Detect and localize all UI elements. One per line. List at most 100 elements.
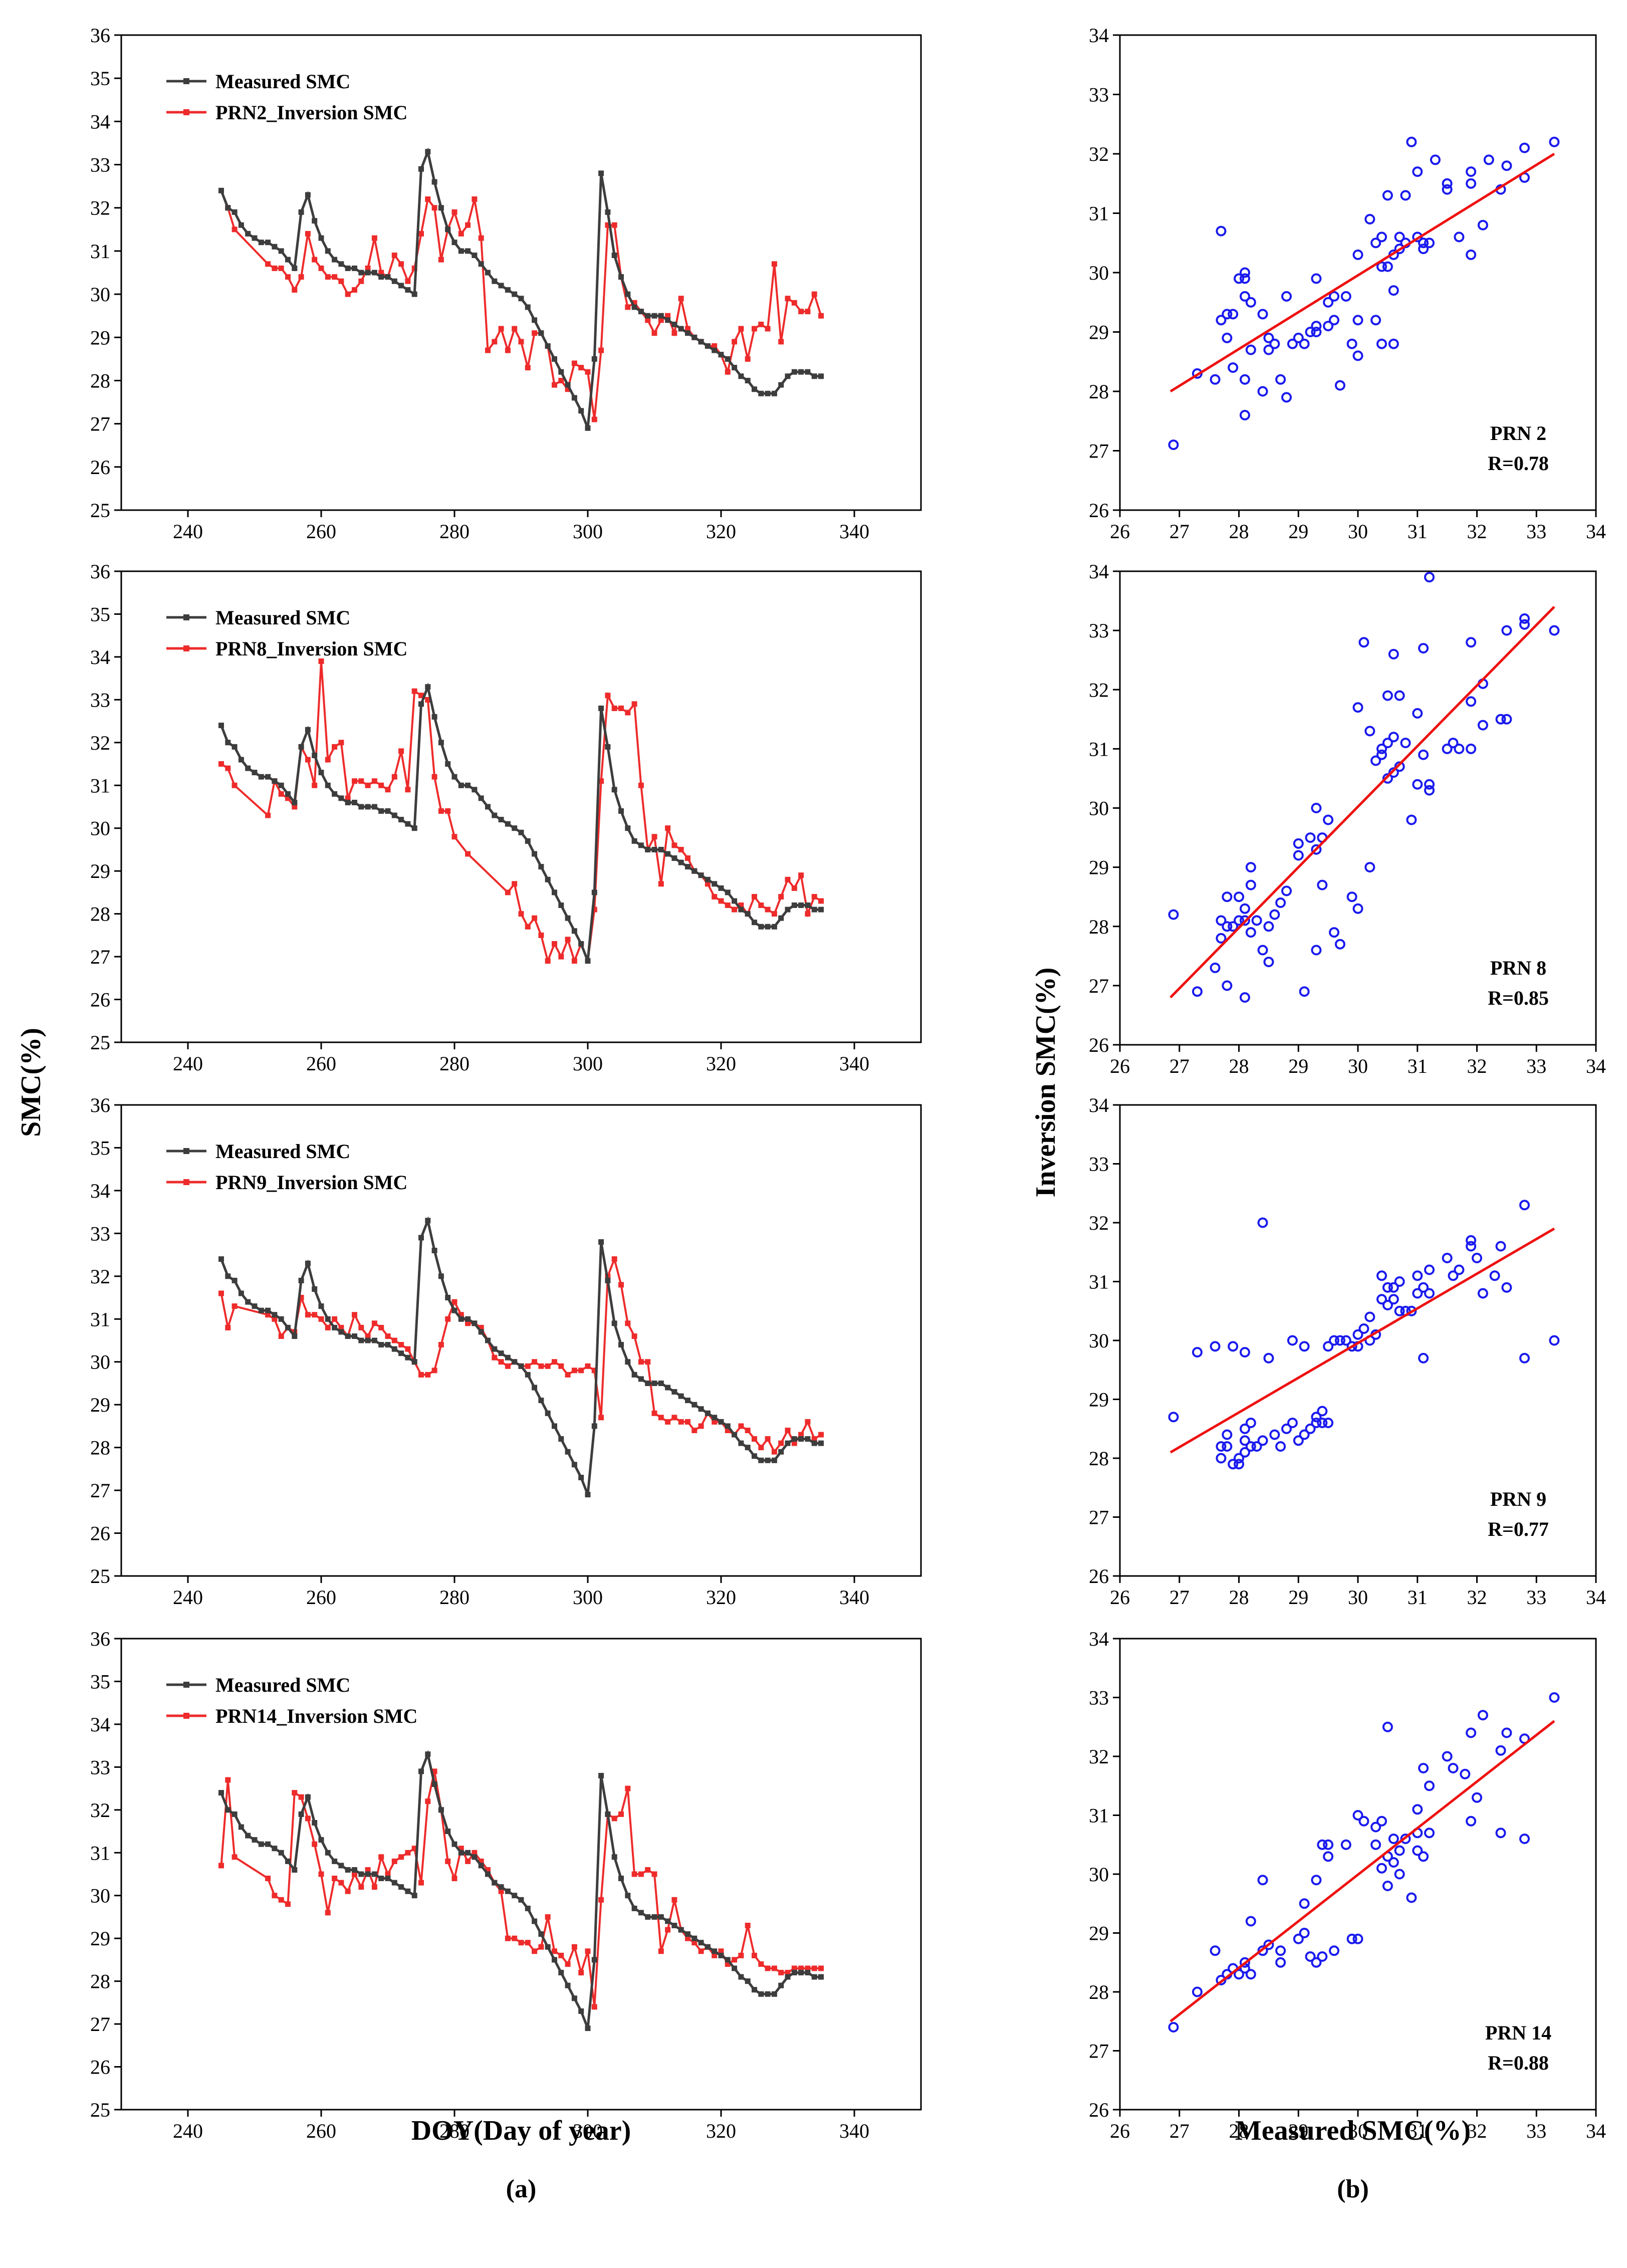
ts-prn2-inversion-point [785, 296, 791, 302]
ts-prn2-measured-point [352, 265, 357, 271]
ts-prn8-measured-point [398, 817, 404, 823]
ts-prn14-inversion-point [371, 1884, 377, 1890]
ts-prn2-measured-point [258, 240, 264, 246]
sc-prn9-point [1293, 1435, 1304, 1446]
sc-prn14-point [1382, 1881, 1393, 1891]
ts-prn2-inversion-point [352, 287, 357, 293]
ts-prn2-measured-point [591, 356, 597, 362]
ts-prn8-inversion-point [638, 782, 644, 788]
ts-prn9-measured-point [458, 1316, 464, 1322]
sc-prn2-point [1424, 238, 1435, 249]
ts-prn9-inversion-line [220, 1256, 822, 1454]
ts-prn9-inversion-point [325, 1324, 331, 1330]
ts-prn8-xtick-label: 340 [839, 1052, 869, 1075]
ts-prn14-measured-point [245, 1833, 251, 1839]
sc-prn2-point [1305, 327, 1316, 337]
sc-prn2-point [1364, 213, 1375, 224]
sc-prn14-point [1346, 1933, 1357, 1944]
ts-prn14-measured-point [545, 1944, 551, 1950]
sc-prn2-point [1281, 291, 1292, 302]
ts-prn8-measured-point [732, 898, 738, 904]
ts-prn14-inversion-point [411, 1846, 417, 1852]
ts-prn9-measured-point [631, 1372, 637, 1378]
ts-prn2-measured-point [752, 386, 757, 392]
ts-prn9-measured-point [685, 1398, 690, 1404]
sc-prn14-point [1376, 1863, 1387, 1874]
ts-prn9-inversion-point [585, 1363, 591, 1369]
ts-prn2-inversion-point [505, 347, 511, 353]
sc-prn2-point [1311, 273, 1322, 284]
ts-prn8-measured-point [645, 847, 651, 852]
ts-prn2-measured-point [571, 395, 577, 401]
ts-prn8-ytick-label: 36 [90, 560, 110, 583]
ts-prn2-measured-point [451, 240, 457, 246]
ts-prn14-measured-point [231, 1811, 238, 1817]
ts-prn14-measured-point [765, 1991, 771, 1997]
ts-prn2-ytick-label: 30 [90, 283, 110, 306]
sc-prn8-point [1519, 613, 1530, 624]
ts-prn9-measured-point [565, 1449, 571, 1455]
ts-prn8-inversion-point [231, 782, 238, 788]
ts-prn9-measured-line [220, 1216, 821, 1495]
ts-prn9-measured-point [338, 1329, 344, 1335]
sc-prn8-ytick-label: 31 [1089, 738, 1109, 760]
sc-prn14-point [1472, 1792, 1482, 1803]
ts-prn14-measured-point [745, 1978, 751, 1984]
ts-prn2-inversion-point [425, 196, 431, 202]
sc-prn2-point [1442, 184, 1453, 195]
sc-prn9-point [1394, 1276, 1405, 1287]
sc-prn9-point [1466, 1235, 1477, 1246]
ts-prn9-measured-point [805, 1436, 811, 1442]
ts-prn8-measured-point [785, 906, 791, 913]
sc-prn2-point [1406, 136, 1417, 147]
sc-prn8-point [1275, 897, 1286, 908]
ts-prn2-measured-point [332, 257, 338, 263]
ts-prn9-measured-point [725, 1423, 731, 1429]
ts-prn14-measured-point [631, 1905, 637, 1911]
ts-prn14-inversion-point [785, 1970, 791, 1975]
ts-prn2-xtick-label: 280 [439, 520, 470, 543]
sc-prn2-point [1239, 374, 1250, 385]
ts-prn2-inversion-point [712, 343, 718, 349]
ts-prn14-inversion-point [631, 1871, 637, 1877]
ts-prn14-inversion-point [225, 1777, 231, 1783]
ts-prn14-xtick-label: 320 [706, 2120, 736, 2142]
ts-prn8-inversion-point [591, 906, 597, 913]
sc-prn2-point [1352, 249, 1363, 260]
ts-prn9-measured-point [671, 1389, 677, 1395]
ts-prn14-ytick-label: 28 [90, 1970, 110, 1993]
sc-prn9-ytick-label: 32 [1089, 1212, 1109, 1234]
ts-prn8-inversion-point [305, 757, 311, 763]
ts-prn8-ytick-label: 32 [90, 732, 110, 754]
sc-prn8-point [1388, 732, 1399, 743]
sc-prn9-ytick-label: 31 [1089, 1271, 1109, 1293]
sc-prn14-xtick-label: 34 [1586, 2120, 1606, 2142]
sc-prn9-point [1311, 1412, 1322, 1423]
sc-prn14-point [1412, 1804, 1423, 1815]
ts-prn2-inversion-point [411, 265, 417, 271]
sc-prn9-point [1549, 1335, 1560, 1346]
ts-prn2-inversion-point [791, 300, 797, 306]
sc-prn14-point [1370, 1822, 1381, 1833]
ts-prn8-measured-point [325, 782, 331, 788]
ts-prn2-measured-point [712, 347, 718, 353]
sc-prn9-point [1352, 1329, 1363, 1340]
sc-prn2-point [1442, 178, 1453, 189]
sc-prn9-point [1216, 1441, 1227, 1452]
ts-prn14-measured-point [498, 1884, 504, 1890]
sc-prn2-ytick-label: 27 [1089, 440, 1109, 463]
ts-prn2-measured-point [458, 248, 464, 254]
ts-prn9-measured-point [398, 1350, 404, 1356]
ts-prn9-measured-point [318, 1303, 324, 1309]
ts-prn2-measured-point [645, 313, 651, 319]
ts-prn9-measured-point [225, 1273, 231, 1279]
sc-prn2-annotation: PRN 2 [1490, 422, 1546, 444]
ts-prn8-measured-point [685, 864, 690, 870]
ts-prn14-measured-point [732, 1965, 738, 1971]
ts-prn8-measured-point [512, 825, 518, 831]
sc-prn8-point [1222, 921, 1233, 932]
sc-prn9-point [1239, 1423, 1250, 1434]
ts-prn14-measured-point [665, 1918, 671, 1924]
sc-prn9-point [1216, 1453, 1227, 1464]
ts-prn8-inversion-point [312, 782, 318, 788]
